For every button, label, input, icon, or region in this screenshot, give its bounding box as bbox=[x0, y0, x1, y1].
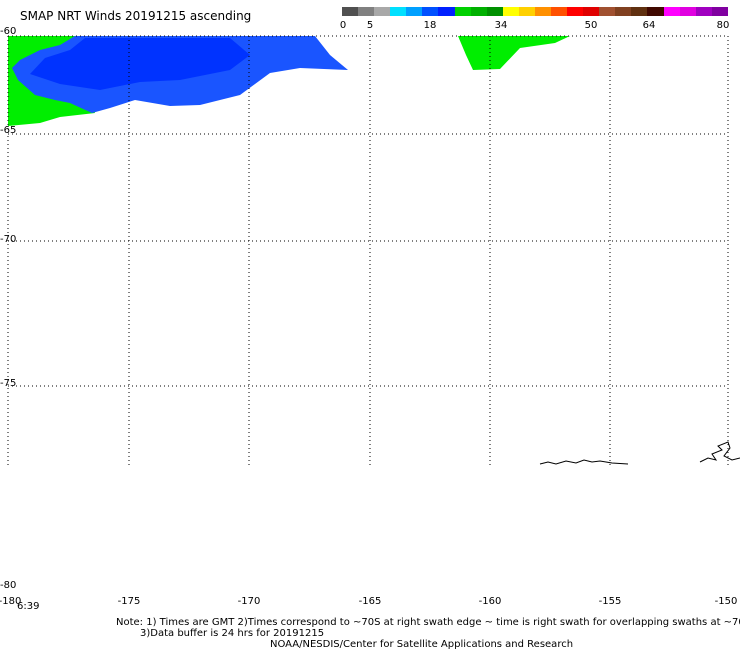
colorbar-segment bbox=[518, 7, 535, 16]
colorbar-segment bbox=[470, 7, 487, 16]
colorbar-segment bbox=[711, 7, 728, 16]
colorbar-label-5: 5 bbox=[366, 20, 374, 31]
lat-label-60: -60 bbox=[0, 26, 17, 37]
colorbar-segment bbox=[454, 7, 471, 16]
colorbar-segment bbox=[502, 7, 519, 16]
lon-label-150: -150 bbox=[714, 596, 738, 607]
lon-label-170: -170 bbox=[237, 596, 261, 607]
colorbar-segment bbox=[567, 7, 584, 16]
lat-label-70: -70 bbox=[0, 234, 17, 245]
colorbar-label-18: 18 bbox=[423, 20, 437, 31]
colorbar-segment bbox=[374, 7, 391, 16]
lat-lon-grid bbox=[7, 35, 729, 465]
map-title: SMAP NRT Winds 20191215 ascending bbox=[20, 9, 252, 23]
lat-label-65: -65 bbox=[0, 125, 17, 136]
note-line-3: NOAA/NESDIS/Center for Satellite Applica… bbox=[270, 639, 574, 650]
colorbar-segment bbox=[390, 7, 407, 16]
wind-swath-green-right bbox=[458, 36, 570, 70]
colorbar-segment bbox=[679, 7, 696, 16]
colorbar-segment bbox=[534, 7, 552, 16]
coastline bbox=[539, 441, 740, 465]
lon-label-155: -155 bbox=[598, 596, 622, 607]
colorbar-segment bbox=[486, 7, 503, 16]
colorbar-segment bbox=[406, 7, 423, 16]
lon-label-175: -175 bbox=[117, 596, 141, 607]
colorbar-segment bbox=[647, 7, 664, 16]
colorbar-segment bbox=[663, 7, 680, 16]
note-line-1: Note: 1) Times are GMT 2)Times correspon… bbox=[116, 617, 740, 628]
lon-label-160: -160 bbox=[478, 596, 502, 607]
colorbar-label-0: 0 bbox=[339, 20, 347, 31]
wind-swath-blue-core bbox=[30, 38, 250, 90]
lon-label-165: -165 bbox=[358, 596, 382, 607]
wind-speed-colorbar bbox=[342, 7, 728, 16]
colorbar-segment bbox=[599, 7, 616, 16]
colorbar-segment bbox=[631, 7, 648, 16]
note-line-2: 3)Data buffer is 24 hrs for 20191215 bbox=[140, 628, 325, 639]
lat-label-80: -80 bbox=[0, 580, 17, 591]
colorbar-segment bbox=[438, 7, 455, 16]
coastline-segment-2 bbox=[699, 441, 740, 463]
colorbar-segment bbox=[358, 7, 375, 16]
colorbar-segment bbox=[695, 7, 712, 16]
colorbar-label-80: 80 bbox=[716, 20, 730, 31]
colorbar-label-64: 64 bbox=[642, 20, 656, 31]
coastline-segment-1 bbox=[539, 459, 629, 465]
swath-time-label: 6:39 bbox=[17, 601, 40, 612]
colorbar-label-50: 50 bbox=[584, 20, 598, 31]
colorbar-label-34: 34 bbox=[494, 20, 508, 31]
lat-label-75: -75 bbox=[0, 378, 17, 389]
colorbar-segment bbox=[615, 7, 632, 16]
colorbar-segment bbox=[342, 7, 359, 16]
lon-label-180: -180 bbox=[0, 596, 22, 607]
colorbar-segment bbox=[551, 7, 568, 16]
colorbar-segment bbox=[583, 7, 600, 16]
colorbar-segment bbox=[422, 7, 439, 16]
